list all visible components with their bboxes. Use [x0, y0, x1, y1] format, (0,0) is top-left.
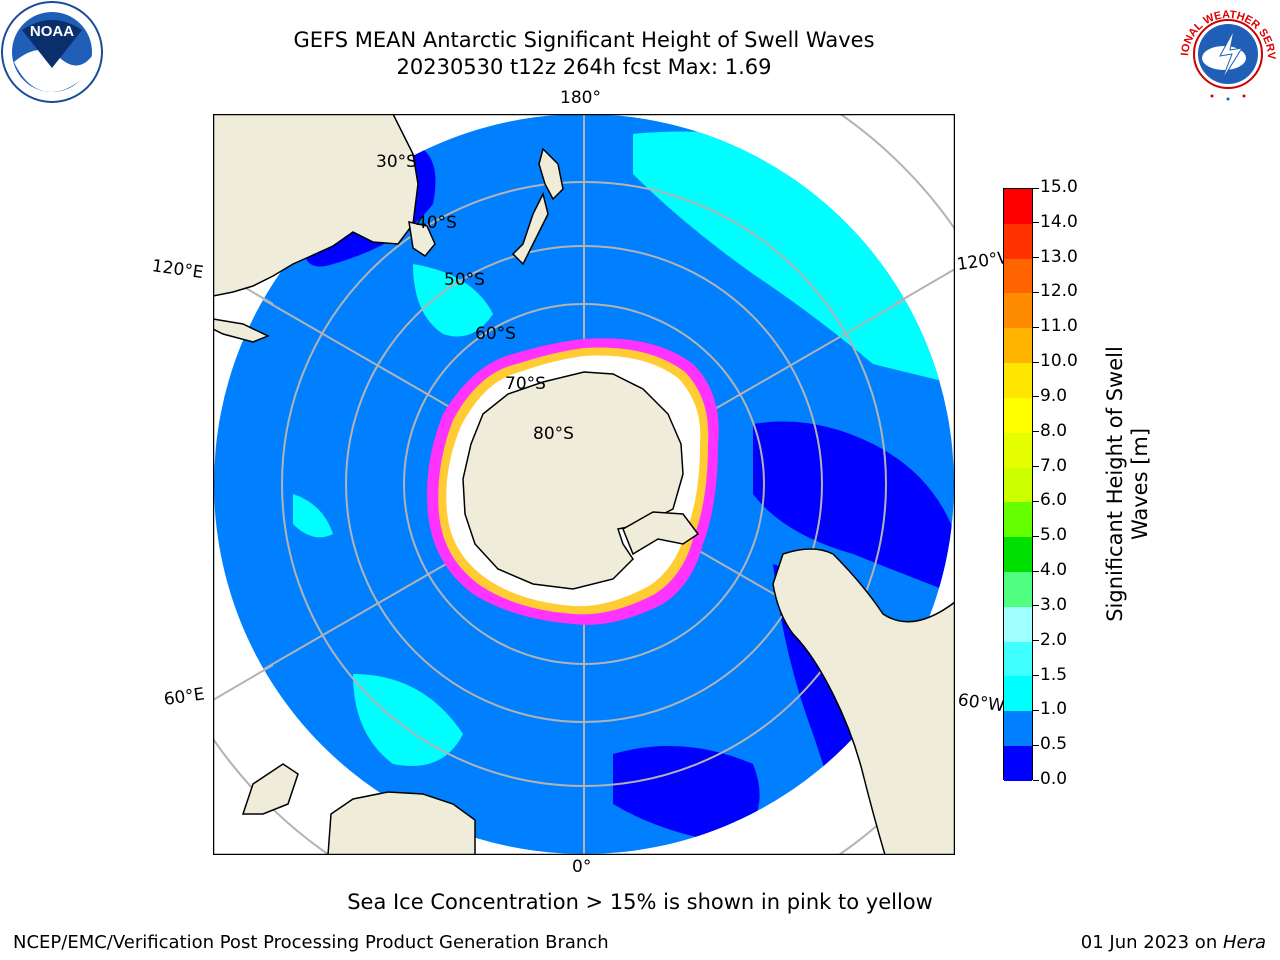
colorbar-tick-label: 12.0	[1040, 281, 1078, 302]
tasmania-land	[408, 221, 436, 257]
colorbar-tick-label: 0.5	[1040, 734, 1068, 755]
lat-label-50s: 50°S	[444, 270, 485, 290]
lon-label-60e: 60°E	[162, 684, 206, 710]
colorbar-tick-mark	[1033, 675, 1039, 677]
colorbar-segment	[1004, 571, 1032, 607]
colorbar-tick-label: 2.0	[1040, 629, 1068, 650]
lon-label-0: 0°	[572, 857, 592, 877]
colorbar-tick-label: 11.0	[1040, 316, 1078, 337]
high-swell-region-north	[413, 264, 493, 337]
high-swell-region-west	[293, 494, 333, 538]
lat-label-80s: 80°S	[533, 424, 574, 444]
sea-ice-note: Sea Ice Concentration > 15% is shown in …	[347, 890, 933, 914]
colorbar-tick-mark	[1033, 570, 1039, 572]
noaa-logo: NOAA	[1, 1, 103, 103]
colorbar-segment	[1004, 397, 1032, 433]
colorbar-tick-label: 15.0	[1040, 177, 1078, 197]
colorbar-tick-mark	[1033, 709, 1039, 711]
low-swell-region-east	[753, 421, 954, 594]
colorbar-label: Significant Height of Swell Waves [m]	[1103, 346, 1153, 622]
footer-branch: NCEP/EMC/Verification Post Processing Pr…	[13, 932, 609, 953]
lat-label-30s: 30°S	[376, 152, 417, 172]
antarctic-peninsula-land	[622, 511, 700, 556]
south-america-land	[772, 548, 955, 855]
colorbar-segment	[1004, 223, 1032, 259]
high-swell-region-southwest	[353, 674, 463, 766]
colorbar-tick-mark	[1033, 640, 1039, 642]
colorbar-tick-label: 3.0	[1040, 594, 1068, 615]
colorbar-tick-label: 1.5	[1040, 664, 1068, 685]
colorbar-label-line-1: Significant Height of Swell	[1103, 346, 1127, 622]
colorbar-segment	[1004, 502, 1032, 538]
colorbar-segment	[1004, 363, 1032, 398]
lon-label-180: 180°	[560, 88, 601, 108]
colorbar-tick-label: 7.0	[1040, 455, 1068, 476]
colorbar-tick-label: 8.0	[1040, 420, 1068, 441]
colorbar-tick-mark	[1033, 326, 1039, 328]
colorbar-tick-mark	[1033, 222, 1039, 224]
polar-map	[213, 114, 955, 855]
title-line-2: 20230530 t12z 264h fcst Max: 1.69	[396, 55, 772, 79]
colorbar-segment	[1004, 676, 1032, 712]
map-frame	[213, 114, 955, 855]
colorbar-tick-mark	[1033, 187, 1039, 189]
lon-label-60w: 60°W	[956, 690, 1005, 717]
indonesia-land	[213, 318, 270, 343]
colorbar-tick-label: 13.0	[1040, 246, 1078, 267]
australia-land	[213, 114, 419, 297]
colorbar-segment	[1004, 641, 1032, 677]
colorbar-tick-mark	[1033, 500, 1039, 502]
colorbar-tick-mark	[1033, 779, 1039, 781]
lon-label-120e: 120°E	[150, 256, 205, 284]
colorbar-tick-mark	[1033, 431, 1039, 433]
lat-label-40s: 40°S	[416, 213, 457, 233]
colorbar	[1003, 188, 1033, 781]
footer-host: Hera	[1222, 932, 1266, 953]
colorbar-tick-label: 4.0	[1040, 560, 1068, 581]
colorbar-tick-label: 6.0	[1040, 490, 1068, 511]
svg-text:NOAA: NOAA	[30, 23, 74, 40]
colorbar-tick-label: 0.0	[1040, 769, 1068, 789]
nws-logo: NATIONAL WEATHER SERVICE	[1176, 0, 1278, 102]
colorbar-segment	[1004, 328, 1032, 364]
colorbar-label-line-2: Waves [m]	[1128, 427, 1152, 541]
colorbar-segment	[1004, 258, 1032, 294]
colorbar-segment	[1004, 189, 1032, 224]
colorbar-tick-mark	[1033, 361, 1039, 363]
madagascar-land	[241, 763, 299, 815]
colorbar-tick-label: 10.0	[1040, 351, 1078, 372]
colorbar-segment	[1004, 711, 1032, 746]
colorbar-segment	[1004, 293, 1032, 329]
colorbar-tick-mark	[1033, 744, 1039, 746]
colorbar-segment	[1004, 537, 1032, 572]
colorbar-tick-mark	[1033, 466, 1039, 468]
lon-label-120w: 120°W	[955, 248, 1004, 275]
antarctica-land	[462, 371, 684, 590]
colorbar-tick-mark	[1033, 291, 1039, 293]
colorbar-tick-label: 9.0	[1040, 385, 1068, 406]
colorbar-segment	[1004, 606, 1032, 642]
lat-label-60s: 60°S	[475, 324, 516, 344]
colorbar-tick-mark	[1033, 396, 1039, 398]
colorbar-tick-label: 5.0	[1040, 525, 1068, 546]
low-swell-region-south	[613, 746, 760, 844]
colorbar-tick-mark	[1033, 535, 1039, 537]
colorbar-segment	[1004, 746, 1032, 781]
colorbar-tick-label: 1.0	[1040, 699, 1068, 720]
colorbar-segment	[1004, 432, 1032, 468]
africa-land	[327, 791, 476, 855]
colorbar-tick-mark	[1033, 605, 1039, 607]
colorbar-tick-mark	[1033, 257, 1039, 259]
lat-label-70s: 70°S	[505, 374, 546, 394]
footer-date: 01 Jun 2023 on Hera	[1081, 932, 1266, 953]
footer-date-text: 01 Jun 2023 on	[1080, 932, 1223, 953]
colorbar-segment	[1004, 467, 1032, 503]
colorbar-tick-label: 14.0	[1040, 211, 1078, 232]
new-zealand-land	[511, 147, 564, 266]
title-line-1: GEFS MEAN Antarctic Significant Height o…	[293, 28, 875, 52]
